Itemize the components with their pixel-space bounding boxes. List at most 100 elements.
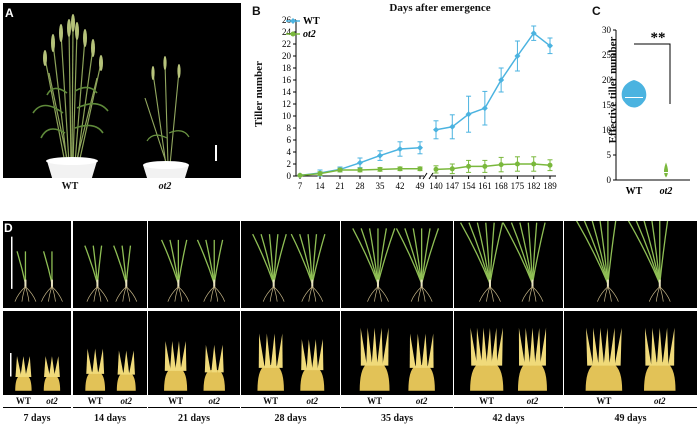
legend-wt-label: WT bbox=[303, 16, 320, 27]
panel-letter-d: D bbox=[4, 221, 13, 235]
apex-drawing bbox=[257, 333, 325, 391]
violin-ot2 bbox=[664, 162, 668, 178]
y-tick-label: 8 bbox=[287, 123, 292, 133]
chart-marks-c bbox=[621, 43, 671, 178]
y-tick-label: 2 bbox=[287, 159, 292, 169]
apex-drawing bbox=[85, 348, 136, 391]
x-tick-label: 140 bbox=[429, 181, 443, 191]
data-point-wt bbox=[417, 144, 423, 151]
y-tick-label-c: 5 bbox=[607, 150, 612, 160]
seedling-photo bbox=[241, 221, 340, 308]
x-tick-label: 49 bbox=[416, 181, 426, 191]
x-tick-label: 21 bbox=[336, 181, 345, 191]
panel-letter-c: C bbox=[592, 4, 601, 18]
seedling-drawing bbox=[11, 236, 63, 302]
x-tick-label: 7 bbox=[298, 181, 303, 191]
seedling-photo bbox=[454, 221, 563, 308]
data-point-ot2 bbox=[417, 166, 423, 172]
chart-marks bbox=[297, 25, 553, 179]
data-point-wt bbox=[481, 105, 488, 112]
data-point-ot2 bbox=[337, 167, 343, 173]
shoot-apex-photo bbox=[564, 311, 697, 395]
panel-a-label-ot2: ot2 bbox=[158, 181, 172, 192]
x-category-label-wt: WT bbox=[626, 186, 643, 197]
data-point-ot2 bbox=[433, 166, 439, 172]
data-point-wt bbox=[397, 146, 403, 152]
shoot-apex-photo bbox=[341, 311, 453, 395]
data-point-wt bbox=[377, 152, 383, 159]
x-tick-label: 42 bbox=[396, 181, 405, 191]
y-tick-label-c: 10 bbox=[602, 125, 612, 135]
x-tick-label: 14 bbox=[316, 181, 326, 191]
legend-ot2-marker bbox=[290, 31, 296, 37]
seedling-label-wt: WT bbox=[479, 396, 495, 406]
shoot-apex-photo bbox=[3, 311, 71, 395]
timepoint-label: 21 days bbox=[178, 413, 210, 424]
seedling-label-wt: WT bbox=[168, 396, 184, 406]
legend-ot2-label: ot2 bbox=[303, 29, 316, 40]
y-tick-label-c: 25 bbox=[602, 50, 612, 60]
seedling-photo bbox=[341, 221, 453, 308]
data-point-ot2 bbox=[531, 161, 537, 167]
seedling-label-wt: WT bbox=[15, 396, 31, 406]
data-point-ot2 bbox=[498, 162, 504, 168]
y-tick-label-c: 0 bbox=[607, 175, 612, 185]
y-tick-label: 0 bbox=[287, 171, 292, 181]
series-line-wt bbox=[435, 32, 551, 131]
x-tick-label: 168 bbox=[494, 181, 508, 191]
timepoint-label: 49 days bbox=[614, 413, 647, 424]
data-point-ot2 bbox=[357, 167, 363, 173]
x-tick-label: 182 bbox=[527, 181, 541, 191]
y-tick-label: 26 bbox=[282, 15, 292, 25]
timepoint-label: 7 days bbox=[23, 413, 51, 424]
timepoint-underline bbox=[341, 407, 453, 408]
seedling-drawing bbox=[460, 222, 546, 302]
seedling-label-wt: WT bbox=[263, 396, 279, 406]
data-point-wt bbox=[449, 123, 456, 130]
seedling-photo bbox=[564, 216, 697, 308]
x-tick-label: 161 bbox=[478, 181, 492, 191]
shoot-apex-photo bbox=[148, 311, 240, 395]
x-tick-label: 154 bbox=[462, 181, 476, 191]
shoot-apex-photo bbox=[454, 311, 563, 395]
data-point-wt bbox=[514, 53, 521, 59]
series-line-ot2 bbox=[435, 163, 551, 171]
axis-break-mark bbox=[422, 172, 428, 180]
data-point-ot2 bbox=[297, 172, 303, 178]
y-tick-label: 16 bbox=[282, 75, 292, 85]
data-point-wt bbox=[498, 77, 505, 83]
seedling-photo bbox=[3, 221, 71, 308]
panel-a-photo bbox=[3, 3, 241, 181]
seedling-label-wt: WT bbox=[367, 396, 383, 406]
y-tick-label-c: 30 bbox=[602, 25, 612, 35]
x-tick-label: 189 bbox=[543, 181, 557, 191]
seedling-label-ot2: ot2 bbox=[208, 396, 220, 406]
y-tick-label: 18 bbox=[282, 63, 292, 73]
wheat-plants-photo bbox=[32, 14, 217, 181]
apex-drawing bbox=[10, 353, 61, 391]
seedling-label-ot2: ot2 bbox=[526, 396, 539, 406]
y-tick-label: 20 bbox=[282, 51, 292, 61]
violin-wt bbox=[621, 80, 647, 108]
data-point-wt bbox=[465, 111, 472, 118]
seedling-label-wt: WT bbox=[87, 396, 103, 406]
timepoint-underline bbox=[73, 407, 147, 408]
y-tick-label: 4 bbox=[287, 147, 292, 157]
data-point-ot2 bbox=[482, 163, 488, 169]
chart-axes-c: 0 5 10 15 20 25 30 WT ot2 bbox=[602, 25, 690, 197]
apex-drawing bbox=[164, 341, 225, 391]
data-point-ot2 bbox=[466, 163, 472, 169]
seedling-drawing bbox=[573, 216, 671, 302]
timepoint-underline bbox=[564, 407, 697, 408]
seedling-label-ot2: ot2 bbox=[120, 396, 133, 406]
seedling-label-ot2: ot2 bbox=[306, 396, 319, 406]
timepoint-underline bbox=[148, 407, 240, 408]
x-tick-label: 28 bbox=[356, 181, 366, 191]
panel-a-label-wt: WT bbox=[61, 181, 79, 192]
y-tick-label: 24 bbox=[282, 27, 292, 37]
seedling-drawing bbox=[352, 228, 440, 302]
timepoint-label: 35 days bbox=[381, 413, 413, 424]
seedling-drawing bbox=[252, 233, 326, 302]
data-point-ot2 bbox=[377, 166, 383, 172]
